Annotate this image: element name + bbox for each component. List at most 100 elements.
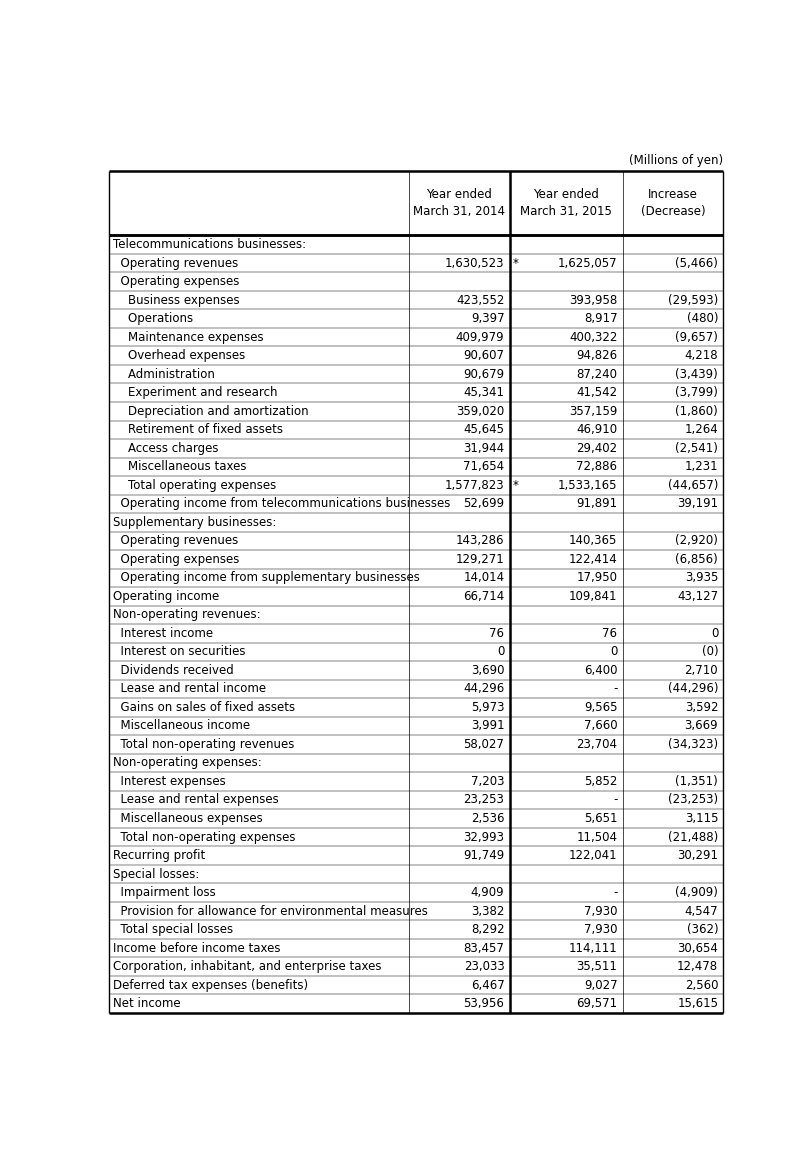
Text: 114,111: 114,111 <box>568 942 616 954</box>
Text: 46,910: 46,910 <box>576 423 616 436</box>
Text: Miscellaneous taxes: Miscellaneous taxes <box>113 460 246 474</box>
Text: 12,478: 12,478 <box>676 960 718 973</box>
Text: Maintenance expenses: Maintenance expenses <box>113 331 263 344</box>
Text: (23,253): (23,253) <box>667 793 718 806</box>
Text: 1,625,057: 1,625,057 <box>557 256 616 269</box>
Text: Miscellaneous income: Miscellaneous income <box>113 720 250 733</box>
Text: 393,958: 393,958 <box>569 293 616 307</box>
Text: Impairment loss: Impairment loss <box>113 886 215 899</box>
Text: Miscellaneous expenses: Miscellaneous expenses <box>113 812 262 825</box>
Text: 0: 0 <box>609 645 616 659</box>
Text: (2,920): (2,920) <box>675 535 718 547</box>
Text: 6,467: 6,467 <box>470 979 504 991</box>
Text: 94,826: 94,826 <box>576 350 616 362</box>
Text: 72,886: 72,886 <box>576 460 616 474</box>
Text: 140,365: 140,365 <box>569 535 616 547</box>
Text: (44,296): (44,296) <box>667 682 718 696</box>
Text: Operating income from supplementary businesses: Operating income from supplementary busi… <box>113 572 419 584</box>
Text: 3,592: 3,592 <box>684 702 718 714</box>
Text: Special losses:: Special losses: <box>113 867 199 881</box>
Text: 23,253: 23,253 <box>463 793 504 806</box>
Text: Operating revenues: Operating revenues <box>113 256 238 269</box>
Text: 1,630,523: 1,630,523 <box>444 256 504 269</box>
Text: Deferred tax expenses (benefits): Deferred tax expenses (benefits) <box>113 979 307 991</box>
Text: (Millions of yen): (Millions of yen) <box>629 154 723 167</box>
Text: 23,704: 23,704 <box>576 738 616 751</box>
Text: 3,382: 3,382 <box>470 905 504 918</box>
Text: 400,322: 400,322 <box>569 331 616 344</box>
Text: 43,127: 43,127 <box>676 590 718 603</box>
Text: 3,115: 3,115 <box>684 812 718 825</box>
Text: Interest expenses: Interest expenses <box>113 775 225 788</box>
Text: Corporation, inhabitant, and enterprise taxes: Corporation, inhabitant, and enterprise … <box>113 960 381 973</box>
Text: Administration: Administration <box>113 368 214 381</box>
Text: Operating income: Operating income <box>113 590 219 603</box>
Text: 7,203: 7,203 <box>470 775 504 788</box>
Text: Total special losses: Total special losses <box>113 923 233 936</box>
Text: 58,027: 58,027 <box>463 738 504 751</box>
Text: 83,457: 83,457 <box>463 942 504 954</box>
Text: (362): (362) <box>686 923 718 936</box>
Text: Operating income from telecommunications businesses: Operating income from telecommunications… <box>113 497 449 511</box>
Text: 90,607: 90,607 <box>463 350 504 362</box>
Text: 1,577,823: 1,577,823 <box>444 478 504 492</box>
Text: 32,993: 32,993 <box>463 830 504 843</box>
Text: 11,504: 11,504 <box>576 830 616 843</box>
Text: Non-operating expenses:: Non-operating expenses: <box>113 757 261 769</box>
Text: 9,397: 9,397 <box>470 312 504 325</box>
Text: 5,651: 5,651 <box>583 812 616 825</box>
Text: (1,351): (1,351) <box>675 775 718 788</box>
Text: 45,645: 45,645 <box>463 423 504 436</box>
Text: 7,660: 7,660 <box>583 720 616 733</box>
Text: (0): (0) <box>701 645 718 659</box>
Text: 69,571: 69,571 <box>576 997 616 1010</box>
Text: 8,292: 8,292 <box>470 923 504 936</box>
Text: (2,541): (2,541) <box>675 442 718 454</box>
Text: (1,860): (1,860) <box>675 405 718 417</box>
Text: -: - <box>612 682 616 696</box>
Text: Total non-operating revenues: Total non-operating revenues <box>113 738 294 751</box>
Text: 17,950: 17,950 <box>576 572 616 584</box>
Text: 122,414: 122,414 <box>568 553 616 566</box>
Text: 15,615: 15,615 <box>676 997 718 1010</box>
Text: 5,973: 5,973 <box>470 702 504 714</box>
Text: Business expenses: Business expenses <box>113 293 239 307</box>
Text: 1,264: 1,264 <box>684 423 718 436</box>
Text: 1,533,165: 1,533,165 <box>557 478 616 492</box>
Text: (480): (480) <box>686 312 718 325</box>
Text: 9,027: 9,027 <box>583 979 616 991</box>
Text: Dividends received: Dividends received <box>113 664 234 677</box>
Text: 4,218: 4,218 <box>684 350 718 362</box>
Text: 3,669: 3,669 <box>684 720 718 733</box>
Text: 45,341: 45,341 <box>463 386 504 399</box>
Text: 39,191: 39,191 <box>676 497 718 511</box>
Text: *: * <box>513 256 518 269</box>
Text: 71,654: 71,654 <box>463 460 504 474</box>
Text: 90,679: 90,679 <box>463 368 504 381</box>
Text: 3,690: 3,690 <box>470 664 504 677</box>
Text: 41,542: 41,542 <box>576 386 616 399</box>
Text: (6,856): (6,856) <box>675 553 718 566</box>
Text: (34,323): (34,323) <box>667 738 718 751</box>
Text: 3,935: 3,935 <box>684 572 718 584</box>
Text: Year ended
March 31, 2015: Year ended March 31, 2015 <box>519 189 611 218</box>
Text: 76: 76 <box>602 627 616 639</box>
Text: 409,979: 409,979 <box>455 331 504 344</box>
Text: 3,991: 3,991 <box>470 720 504 733</box>
Text: 357,159: 357,159 <box>569 405 616 417</box>
Text: 76: 76 <box>489 627 504 639</box>
Text: Operating revenues: Operating revenues <box>113 535 238 547</box>
Text: 1,231: 1,231 <box>684 460 718 474</box>
Text: 52,699: 52,699 <box>463 497 504 511</box>
Text: 0: 0 <box>710 627 718 639</box>
Text: 423,552: 423,552 <box>456 293 504 307</box>
Text: Telecommunications businesses:: Telecommunications businesses: <box>113 238 306 251</box>
Text: 66,714: 66,714 <box>462 590 504 603</box>
Text: *: * <box>513 478 518 492</box>
Text: 30,291: 30,291 <box>676 849 718 862</box>
Text: Income before income taxes: Income before income taxes <box>113 942 280 954</box>
Text: Supplementary businesses:: Supplementary businesses: <box>113 516 276 529</box>
Text: Recurring profit: Recurring profit <box>113 849 205 862</box>
Text: (4,909): (4,909) <box>675 886 718 899</box>
Text: Operating expenses: Operating expenses <box>113 275 239 289</box>
